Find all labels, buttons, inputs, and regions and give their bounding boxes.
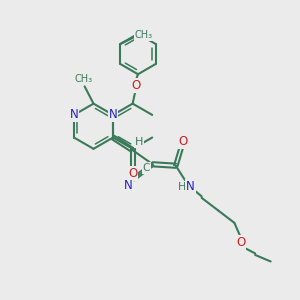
Text: O: O bbox=[236, 236, 245, 249]
Text: O: O bbox=[178, 135, 187, 148]
Text: N: N bbox=[186, 180, 195, 193]
Text: C: C bbox=[143, 163, 150, 173]
Text: O: O bbox=[128, 167, 137, 180]
Text: H: H bbox=[178, 182, 187, 192]
Text: H: H bbox=[135, 137, 143, 147]
Text: CH₃: CH₃ bbox=[74, 74, 92, 84]
Text: CH₃: CH₃ bbox=[135, 30, 153, 40]
Text: N: N bbox=[124, 179, 132, 192]
Text: N: N bbox=[70, 108, 78, 122]
Text: O: O bbox=[131, 79, 140, 92]
Text: N: N bbox=[109, 108, 118, 122]
